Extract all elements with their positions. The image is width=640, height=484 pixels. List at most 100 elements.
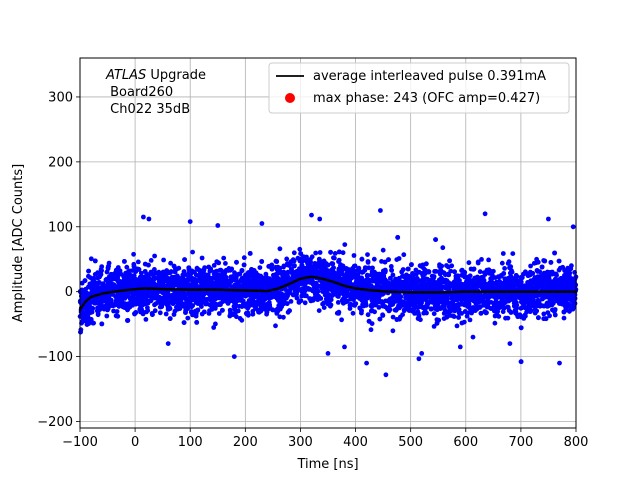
scatter-point bbox=[170, 280, 175, 285]
scatter-point bbox=[126, 291, 131, 296]
scatter-point bbox=[533, 275, 538, 280]
scatter-point bbox=[383, 268, 388, 273]
scatter-point bbox=[471, 335, 476, 340]
scatter-point bbox=[95, 308, 100, 313]
scatter-point bbox=[273, 323, 278, 328]
scatter-point bbox=[432, 274, 437, 279]
scatter-point bbox=[482, 303, 487, 308]
scatter-point bbox=[502, 306, 507, 311]
scatter-point bbox=[381, 248, 386, 253]
scatter-point bbox=[469, 267, 474, 272]
scatter-point bbox=[309, 299, 314, 304]
scatter-point bbox=[452, 269, 457, 274]
scatter-point bbox=[232, 284, 237, 289]
scatter-point bbox=[369, 327, 374, 332]
scatter-point bbox=[284, 257, 289, 262]
scatter-point bbox=[86, 274, 91, 279]
scatter-point bbox=[298, 251, 303, 256]
scatter-point bbox=[323, 271, 328, 276]
scatter-point bbox=[437, 270, 442, 275]
scatter-point bbox=[246, 270, 251, 275]
scatter-point bbox=[433, 237, 438, 242]
scatter-point bbox=[253, 304, 258, 309]
scatter-point bbox=[114, 313, 119, 318]
scatter-point bbox=[366, 259, 371, 264]
scatter-point bbox=[297, 247, 302, 252]
scatter-point bbox=[449, 283, 454, 288]
scatter-point bbox=[395, 306, 400, 311]
scatter-point bbox=[557, 277, 562, 282]
scatter-point bbox=[112, 284, 117, 289]
scatter-point bbox=[182, 257, 187, 262]
scatter-point bbox=[421, 276, 426, 281]
scatter-point bbox=[486, 301, 491, 306]
scatter-point bbox=[209, 302, 214, 307]
scatter-point bbox=[539, 282, 544, 287]
scatter-point bbox=[316, 289, 321, 294]
scatter-point bbox=[525, 283, 530, 288]
scatter-point bbox=[169, 269, 174, 274]
scatter-point bbox=[380, 313, 385, 318]
scatter-point bbox=[339, 317, 344, 322]
scatter-point bbox=[444, 263, 449, 268]
scatter-point bbox=[512, 304, 517, 309]
scatter-point bbox=[149, 258, 154, 263]
scatter-point bbox=[552, 251, 557, 256]
scatter-point bbox=[558, 266, 563, 271]
scatter-point bbox=[246, 313, 251, 318]
scatter-point bbox=[174, 305, 179, 310]
scatter-point bbox=[113, 294, 118, 299]
scatter-point bbox=[98, 303, 103, 308]
scatter-point bbox=[437, 283, 442, 288]
scatter-point bbox=[370, 308, 375, 313]
scatter-point bbox=[89, 317, 94, 322]
scatter-point bbox=[493, 321, 498, 326]
scatter-point bbox=[124, 265, 129, 270]
scatter-point bbox=[546, 275, 551, 280]
scatter-point bbox=[409, 262, 414, 267]
scatter-point bbox=[510, 251, 515, 256]
scatter-point bbox=[166, 300, 171, 305]
scatter-point bbox=[466, 304, 471, 309]
scatter-point bbox=[435, 321, 440, 326]
scatter-point bbox=[570, 307, 575, 312]
scatter-point bbox=[424, 261, 429, 266]
scatter-point bbox=[251, 274, 256, 279]
scatter-point bbox=[510, 270, 515, 275]
scatter-point bbox=[332, 256, 337, 261]
scatter-point bbox=[245, 306, 250, 311]
scatter-point bbox=[352, 303, 357, 308]
scatter-point bbox=[370, 266, 375, 271]
scatter-point bbox=[389, 268, 394, 273]
scatter-point bbox=[238, 279, 243, 284]
scatter-point bbox=[562, 268, 567, 273]
scatter-point bbox=[221, 256, 226, 261]
scatter-point bbox=[138, 283, 143, 288]
scatter-point bbox=[501, 271, 506, 276]
scatter-point bbox=[179, 278, 184, 283]
scatter-point bbox=[410, 271, 415, 276]
scatter-point bbox=[83, 278, 88, 283]
scatter-point bbox=[240, 293, 245, 298]
scatter-point bbox=[87, 300, 92, 305]
scatter-point bbox=[136, 260, 141, 265]
scatter-point bbox=[500, 261, 505, 266]
scatter-point bbox=[138, 275, 143, 280]
scatter-point bbox=[515, 274, 520, 279]
scatter-point bbox=[367, 319, 372, 324]
scatter-point bbox=[292, 263, 297, 268]
scatter-point bbox=[360, 270, 365, 275]
scatter-point bbox=[473, 301, 478, 306]
scatter-point bbox=[414, 279, 419, 284]
scatter-point bbox=[336, 300, 341, 305]
scatter-point bbox=[179, 297, 184, 302]
scatter-point bbox=[423, 271, 428, 276]
scatter-point bbox=[390, 302, 395, 307]
scatter-point bbox=[356, 292, 361, 297]
scatter-point bbox=[414, 268, 419, 273]
scatter-point bbox=[401, 267, 406, 272]
scatter-point bbox=[160, 272, 165, 277]
scatter-point bbox=[264, 272, 269, 277]
scatter-point bbox=[112, 271, 117, 276]
scatter-point bbox=[194, 320, 199, 325]
